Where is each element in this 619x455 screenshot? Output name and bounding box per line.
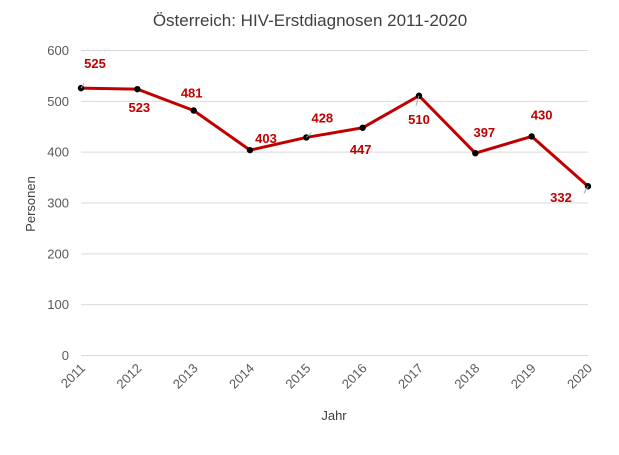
x-tick-label: 2012 [113,361,144,392]
y-axis-label: Personen [23,176,38,232]
data-label: 447 [350,142,372,157]
label-leader-line [80,82,85,89]
x-tick-label: 2017 [395,361,426,392]
x-axis-ticks: 2011 2012 2013 2014 2015 2016 2017 2018 2019 2020 [58,361,595,392]
data-label: 523 [128,100,150,115]
data-label: 428 [311,110,333,125]
label-leader-line [583,185,589,194]
data-label: 397 [473,125,495,140]
data-point [359,124,366,131]
data-point [246,146,254,154]
data-label: 430 [531,107,553,122]
data-labels: 525 523 481 403 428 447 510 397 430 332 [80,56,589,205]
y-tick-label: 300 [47,196,69,211]
x-tick-label: 2018 [451,361,482,392]
data-label: 403 [255,131,277,146]
y-tick-label: 0 [62,348,69,363]
x-tick-label: 2015 [282,361,313,392]
data-label: 481 [181,85,203,100]
y-tick-label: 100 [47,297,69,312]
y-tick-label: 600 [47,43,69,58]
y-axis-ticks: 0 100 200 300 400 500 600 [47,43,69,363]
data-label: 510 [408,112,430,127]
label-leader-line [415,95,420,106]
y-tick-label: 500 [47,94,69,109]
data-points [77,84,592,190]
y-tick-label: 200 [47,246,69,261]
x-tick-label: 2013 [170,361,201,392]
label-leader-line [305,132,312,138]
y-tick-label: 400 [47,145,69,160]
data-label: 525 [84,56,106,71]
data-point [528,133,535,140]
x-tick-label: 2014 [226,361,257,392]
series-polyline [80,86,589,188]
x-tick-label: 2016 [339,361,370,392]
chart-title: Österreich: HIV-Erstdiagnosen 2011-2020 [153,11,467,30]
data-point [190,107,197,114]
x-tick-label: 2019 [508,361,539,392]
data-point [134,85,141,93]
series-line [80,86,589,188]
gridlines [81,50,588,306]
data-point [472,149,479,157]
x-tick-label: 2011 [58,361,88,391]
x-tick-label: 2020 [564,361,595,392]
data-label: 332 [550,190,572,205]
x-axis-label: Jahr [321,408,347,423]
